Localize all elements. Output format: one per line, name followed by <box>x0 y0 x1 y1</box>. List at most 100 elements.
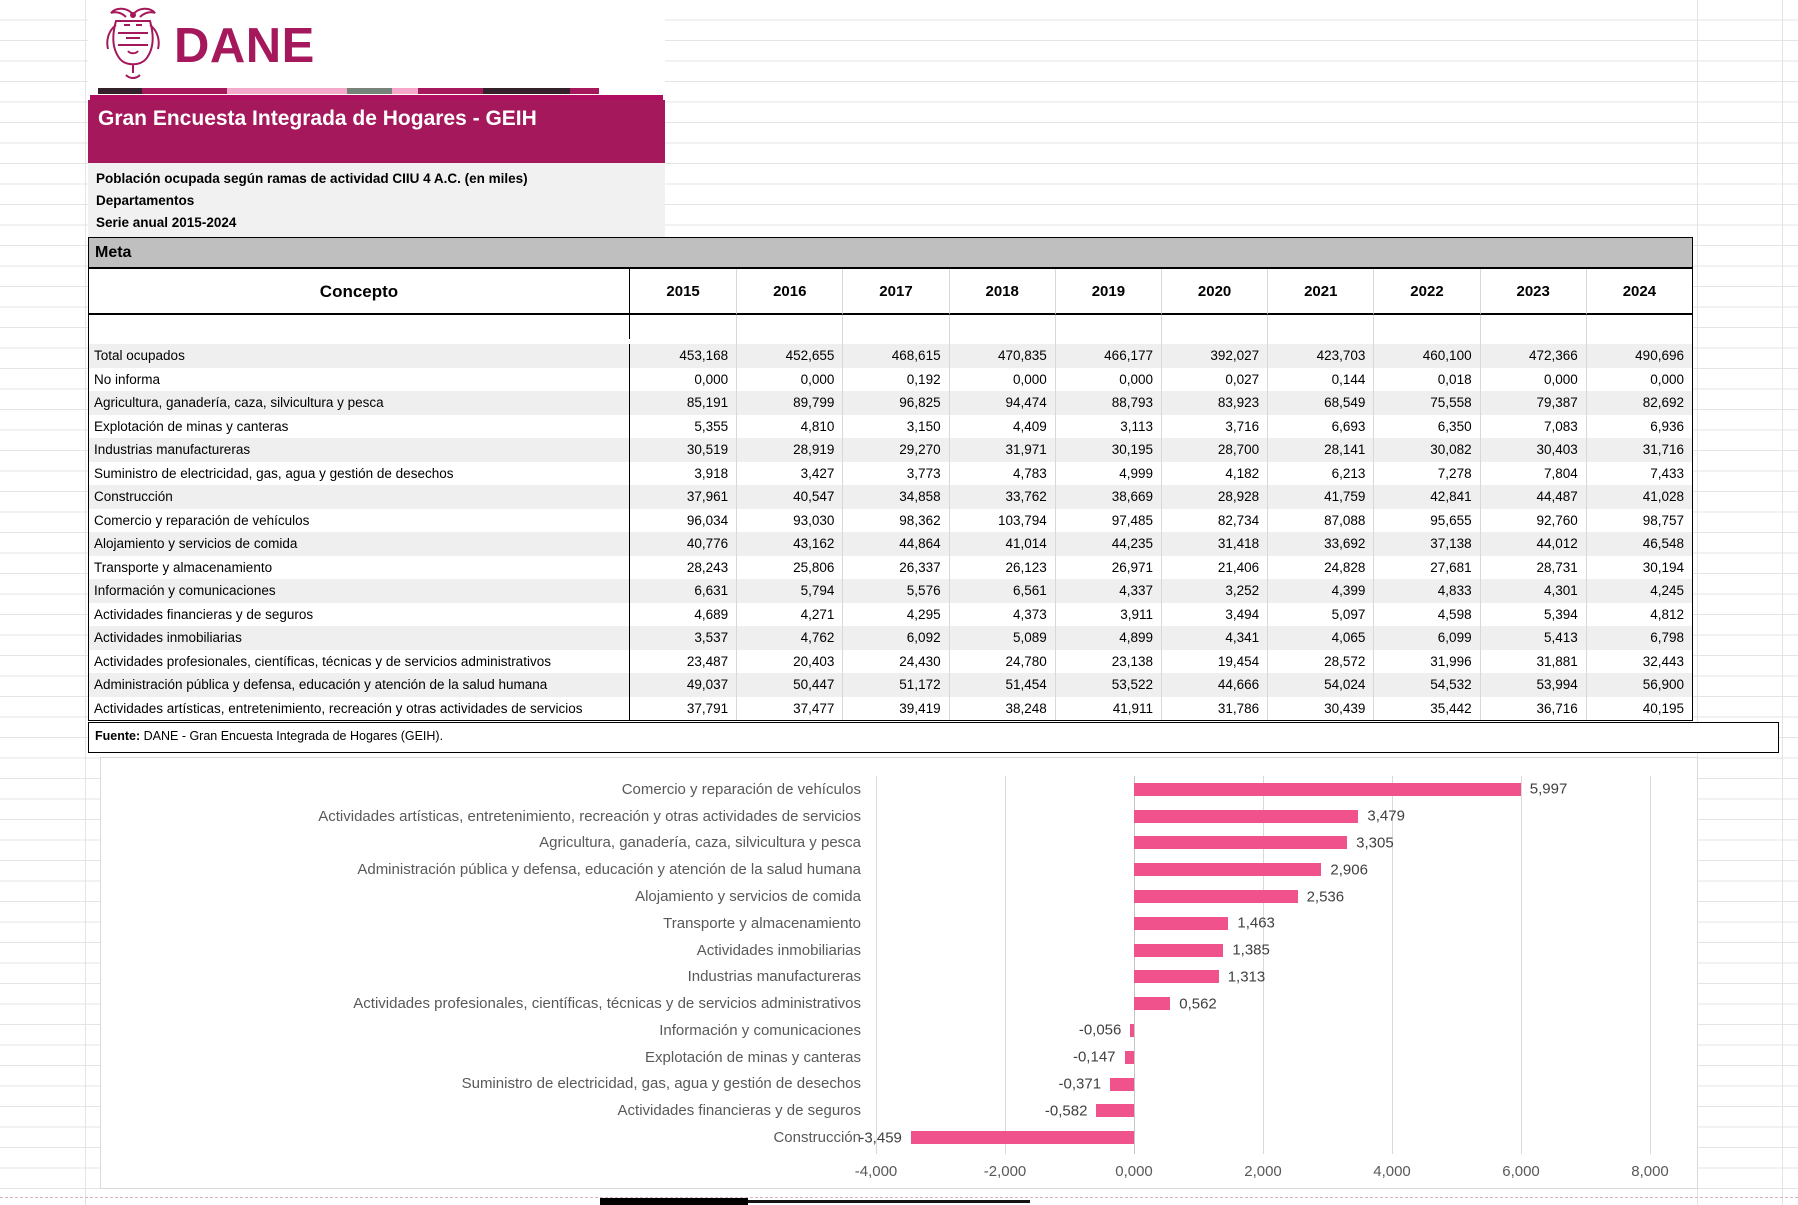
value-cell[interactable]: 82,692 <box>1585 391 1692 415</box>
value-cell[interactable]: 4,245 <box>1585 579 1692 603</box>
value-cell[interactable]: 3,113 <box>1054 414 1161 438</box>
value-cell[interactable]: 31,971 <box>948 438 1055 462</box>
value-cell[interactable]: 3,150 <box>842 414 948 438</box>
row-label[interactable]: Actividades profesionales, científicas, … <box>89 649 630 673</box>
value-cell[interactable]: 38,248 <box>948 696 1055 720</box>
year-header-2024[interactable]: 2024 <box>1585 269 1692 315</box>
value-cell[interactable]: 4,783 <box>948 461 1055 485</box>
value-cell[interactable]: 19,454 <box>1160 649 1267 673</box>
row-label[interactable]: Explotación de minas y canteras <box>89 414 630 438</box>
value-cell[interactable]: 4,399 <box>1267 579 1374 603</box>
year-header-2016[interactable]: 2016 <box>736 269 843 315</box>
value-cell[interactable]: 31,418 <box>1160 532 1268 556</box>
value-cell[interactable]: 41,014 <box>948 532 1055 556</box>
value-cell[interactable]: 24,828 <box>1267 555 1373 579</box>
row-label[interactable]: Información y comunicaciones <box>89 579 630 603</box>
value-cell[interactable]: 51,454 <box>948 673 1055 697</box>
value-cell[interactable]: 4,295 <box>842 602 948 626</box>
value-cell[interactable]: 0,000 <box>736 367 842 391</box>
value-cell[interactable]: 7,083 <box>1479 414 1586 438</box>
value-cell[interactable]: 6,213 <box>1267 461 1373 485</box>
bar-chart[interactable]: Comercio y reparación de vehículos Activi… <box>100 757 1698 1189</box>
value-cell[interactable]: 0,000 <box>1479 367 1586 391</box>
value-cell[interactable]: 41,911 <box>1054 696 1161 720</box>
value-cell[interactable]: 4,182 <box>1160 461 1267 485</box>
value-cell[interactable]: 31,786 <box>1160 696 1267 720</box>
value-cell[interactable]: 28,243 <box>686 559 729 575</box>
value-cell[interactable]: 42,841 <box>1373 485 1480 509</box>
value-cell[interactable]: 6,631 <box>630 579 737 603</box>
value-cell[interactable]: 44,235 <box>1054 532 1161 556</box>
sheet-bottom-bar[interactable] <box>600 1198 748 1205</box>
value-cell[interactable]: 28,572 <box>1267 649 1373 673</box>
value-cell[interactable]: 28,731 <box>1479 555 1586 579</box>
value-cell[interactable]: 3,537 <box>630 626 737 650</box>
value-cell[interactable]: 49,037 <box>630 673 737 697</box>
value-cell[interactable]: 83,923 <box>1160 391 1268 415</box>
value-cell[interactable]: 30,194 <box>1585 555 1692 579</box>
value-cell[interactable]: 0,000 <box>1054 367 1161 391</box>
value-cell[interactable]: 20,403 <box>736 649 842 673</box>
year-header-2021[interactable]: 2021 <box>1267 269 1374 315</box>
value-cell[interactable]: 30,439 <box>1267 696 1373 720</box>
row-label[interactable]: Actividades artísticas, entretenimiento,… <box>89 696 630 720</box>
value-cell[interactable]: 460,100 <box>1373 344 1480 368</box>
value-cell[interactable]: 3,494 <box>1160 602 1267 626</box>
value-cell[interactable]: 25,806 <box>736 555 842 579</box>
value-cell[interactable]: 3,918 <box>694 465 729 481</box>
value-cell[interactable]: 95,655 <box>1373 508 1479 532</box>
value-cell[interactable]: 4,301 <box>1479 579 1586 603</box>
value-cell[interactable]: 7,804 <box>1479 461 1586 485</box>
value-cell[interactable]: 5,394 <box>1479 602 1586 626</box>
year-header-2022[interactable]: 2022 <box>1373 269 1480 315</box>
value-cell[interactable]: 4,409 <box>948 414 1055 438</box>
year-header-2023[interactable]: 2023 <box>1479 269 1586 315</box>
value-cell[interactable]: 28,928 <box>1160 485 1268 509</box>
value-cell[interactable]: 4,899 <box>1054 626 1161 650</box>
value-cell[interactable]: 30,403 <box>1479 438 1586 462</box>
value-cell[interactable]: 24,430 <box>842 649 948 673</box>
value-cell[interactable]: 96,034 <box>686 512 729 528</box>
value-cell[interactable]: 4,810 <box>736 414 842 438</box>
row-label[interactable]: Actividades financieras y de seguros <box>89 602 630 626</box>
value-cell[interactable]: 6,099 <box>1373 626 1480 650</box>
row-label[interactable]: Industrias manufactureras <box>89 438 630 462</box>
row-label[interactable]: Transporte y almacenamiento <box>89 555 630 579</box>
value-cell[interactable]: 0,144 <box>1267 367 1373 391</box>
value-cell[interactable]: 392,027 <box>1160 344 1268 368</box>
value-cell[interactable]: 7,278 <box>1373 461 1479 485</box>
value-cell[interactable]: 3,252 <box>1160 579 1268 603</box>
value-cell[interactable]: 37,791 <box>686 700 729 716</box>
value-cell[interactable]: 28,700 <box>1160 438 1268 462</box>
value-cell[interactable]: 38,669 <box>1054 485 1161 509</box>
value-cell[interactable]: 4,373 <box>948 602 1055 626</box>
value-cell[interactable]: 37,961 <box>630 485 737 509</box>
value-cell[interactable]: 470,835 <box>948 344 1055 368</box>
sheet-bottom-bar-thin[interactable] <box>748 1200 1030 1203</box>
value-cell[interactable]: 423,703 <box>1267 344 1374 368</box>
value-cell[interactable]: 41,759 <box>1267 485 1374 509</box>
value-cell[interactable]: 32,443 <box>1585 649 1692 673</box>
value-cell[interactable]: 31,996 <box>1373 649 1479 673</box>
value-cell[interactable]: 40,776 <box>630 532 737 556</box>
value-cell[interactable]: 44,666 <box>1160 673 1268 697</box>
value-cell[interactable]: 4,812 <box>1585 602 1692 626</box>
value-cell[interactable]: 43,162 <box>736 532 843 556</box>
value-cell[interactable]: 85,191 <box>630 391 737 415</box>
value-cell[interactable]: 5,576 <box>842 579 949 603</box>
value-cell[interactable]: 96,825 <box>842 391 949 415</box>
value-cell[interactable]: 3,773 <box>842 461 948 485</box>
value-cell[interactable]: 31,881 <box>1479 649 1586 673</box>
value-cell[interactable]: 4,337 <box>1054 579 1161 603</box>
row-label[interactable]: Comercio y reparación de vehículos <box>89 508 630 532</box>
value-cell[interactable]: 44,487 <box>1479 485 1586 509</box>
value-cell[interactable]: 5,794 <box>736 579 843 603</box>
value-cell[interactable]: 87,088 <box>1267 508 1373 532</box>
value-cell[interactable]: 89,799 <box>736 391 843 415</box>
value-cell[interactable]: 26,123 <box>948 555 1055 579</box>
value-cell[interactable]: 97,485 <box>1054 508 1161 532</box>
row-label[interactable]: Actividades inmobiliarias <box>89 626 630 650</box>
value-cell[interactable]: 3,911 <box>1054 602 1161 626</box>
year-header-2018[interactable]: 2018 <box>948 269 1055 315</box>
value-cell[interactable]: 6,693 <box>1267 414 1373 438</box>
